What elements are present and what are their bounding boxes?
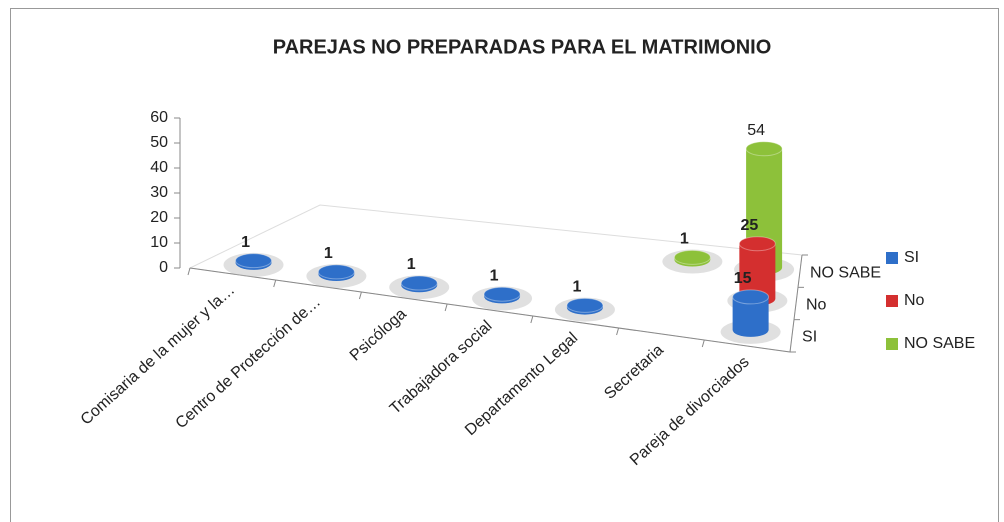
- cylinder-top: [317, 264, 355, 280]
- legend-label: No: [904, 292, 925, 309]
- cylinder-top: [745, 141, 783, 157]
- cylinder-top: [738, 236, 776, 252]
- data-label: 1: [407, 256, 416, 273]
- cylinder-top: [673, 249, 711, 265]
- y-tick-label: 0: [159, 259, 168, 276]
- y-tick-label: 20: [150, 209, 168, 226]
- cylinder-top: [400, 275, 438, 291]
- y-tick-label: 10: [150, 234, 168, 251]
- chart-title: PAREJAS NO PREPARADAS PARA EL MATRIMONIO: [273, 36, 772, 58]
- legend-swatch: [886, 252, 898, 264]
- depth-axis: [789, 254, 803, 353]
- data-label: 54: [747, 122, 765, 139]
- y-tick-label: 30: [150, 184, 168, 201]
- cylinder-top: [732, 289, 770, 305]
- y-tick-label: 50: [150, 134, 168, 151]
- y-tick-label: 60: [150, 109, 168, 126]
- x-tick: [530, 315, 534, 324]
- x-axis: [189, 267, 791, 353]
- cylinder-top: [235, 253, 273, 269]
- y-tick-label: 40: [150, 159, 168, 176]
- data-label: 25: [740, 217, 758, 234]
- x-tick: [616, 327, 620, 336]
- data-label: 15: [734, 270, 752, 287]
- legend-label: SI: [904, 249, 919, 266]
- x-tick: [444, 303, 448, 312]
- cylinder-top: [566, 297, 604, 313]
- cylinder-top: [483, 286, 521, 302]
- data-label: 1: [490, 267, 499, 284]
- data-label: 1: [241, 234, 250, 251]
- legend-label: NO SABE: [904, 335, 975, 352]
- x-tick: [187, 267, 191, 276]
- depth-tick-label: NO SABE: [810, 265, 881, 282]
- chart-border: [10, 8, 999, 522]
- data-label: 1: [324, 245, 333, 262]
- x-tick: [273, 279, 277, 288]
- data-label: 1: [680, 231, 689, 248]
- x-tick: [358, 291, 362, 300]
- depth-tick-label: SI: [802, 329, 817, 346]
- legend-swatch: [886, 338, 898, 350]
- x-tick: [701, 339, 705, 348]
- data-label: 1: [572, 279, 581, 296]
- legend-swatch: [886, 295, 898, 307]
- depth-tick-label: No: [806, 297, 827, 314]
- cylinder: [732, 296, 769, 337]
